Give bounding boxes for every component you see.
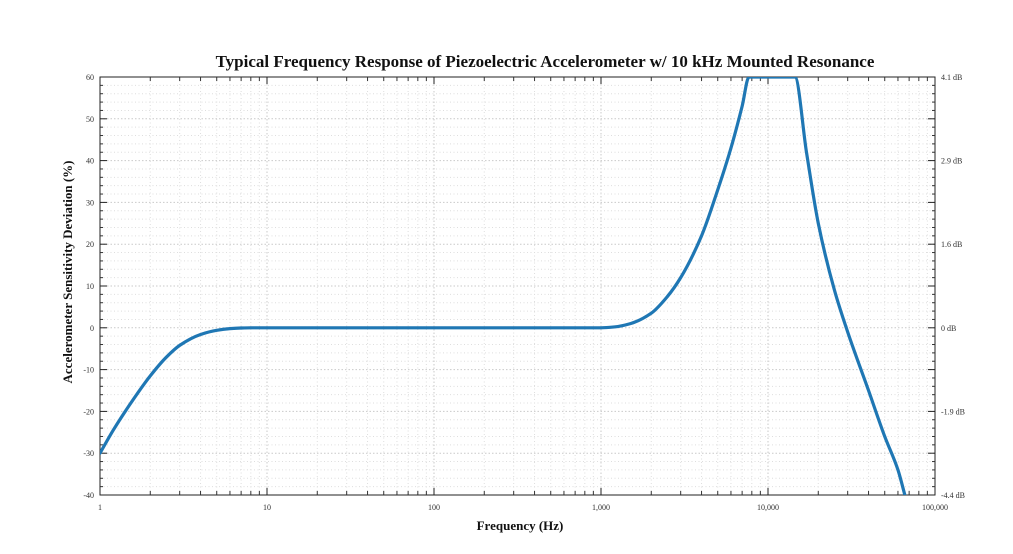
y2-tick-label: 2.9 dB bbox=[941, 157, 962, 166]
y2-tick-label: -1.9 dB bbox=[941, 407, 965, 416]
y-tick-label: 0 bbox=[90, 324, 94, 333]
x-tick-label: 1,000 bbox=[592, 503, 610, 512]
y-tick-label: 40 bbox=[86, 157, 94, 166]
series-line-0 bbox=[100, 77, 907, 495]
x-tick-label: 10,000 bbox=[757, 503, 779, 512]
y-tick-label: -10 bbox=[83, 366, 94, 375]
y-axis-title: Accelerometer Sensitivity Deviation (%) bbox=[60, 161, 75, 384]
x-tick-label: 100,000 bbox=[922, 503, 948, 512]
y-tick-label: 20 bbox=[86, 240, 94, 249]
y-tick-label: -30 bbox=[83, 449, 94, 458]
x-tick-label: 1 bbox=[98, 503, 102, 512]
x-axis-title: Frequency (Hz) bbox=[477, 518, 564, 533]
y-tick-label: 50 bbox=[86, 115, 94, 124]
y-tick-label: 30 bbox=[86, 198, 94, 207]
y-tick-label: -40 bbox=[83, 491, 94, 500]
grid bbox=[99, 76, 936, 496]
y2-tick-label: -4.4 dB bbox=[941, 491, 965, 500]
tick-labels: 1 10 100 1,000 10,000 100,0006050403020100-10… bbox=[83, 73, 965, 512]
series-layer bbox=[100, 77, 907, 495]
y2-tick-label: 4.1 dB bbox=[941, 73, 962, 82]
y-tick-label: 60 bbox=[86, 73, 94, 82]
axis-ticks bbox=[99, 76, 936, 496]
x-tick-label: 10 bbox=[263, 503, 271, 512]
y2-tick-label: 0 dB bbox=[941, 324, 956, 333]
x-tick-label: 100 bbox=[428, 503, 440, 512]
chart-title: Typical Frequency Response of Piezoelect… bbox=[216, 52, 875, 71]
y-tick-label: 10 bbox=[86, 282, 94, 291]
y2-tick-label: 1.6 dB bbox=[941, 240, 962, 249]
y-tick-label: -20 bbox=[83, 407, 94, 416]
